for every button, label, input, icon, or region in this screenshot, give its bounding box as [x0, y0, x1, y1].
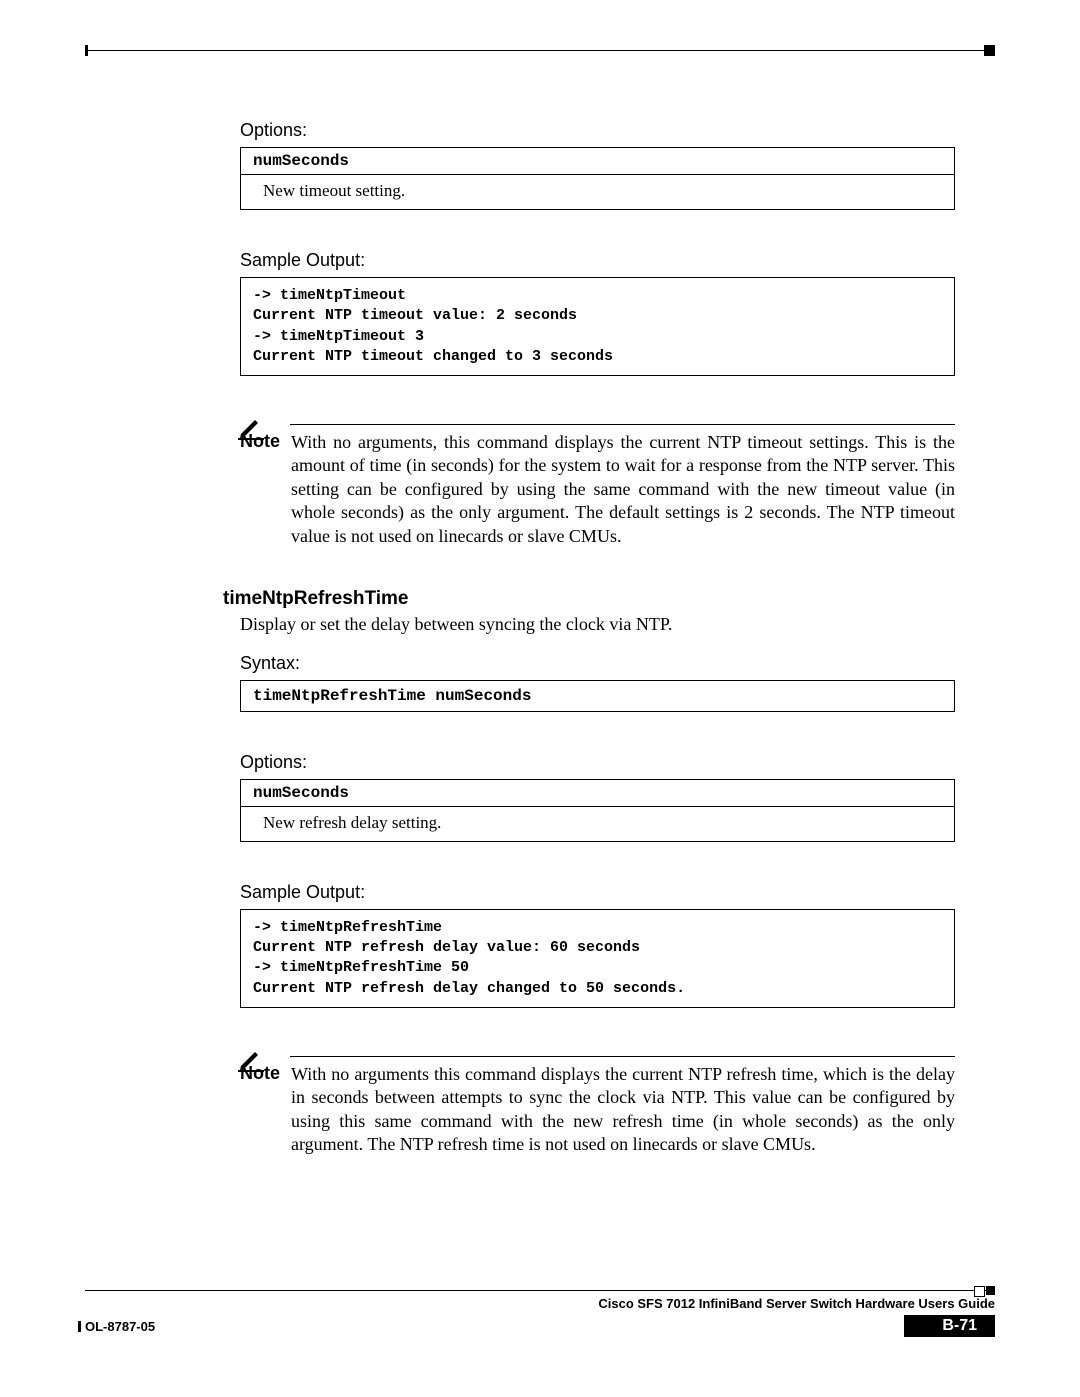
pencil-icon: [238, 1048, 264, 1072]
syntax-label: Syntax:: [240, 653, 955, 674]
page-number-badge: B-71: [904, 1315, 995, 1337]
note-block: Note With no arguments, this command dis…: [240, 424, 955, 548]
page-top-rule: [85, 50, 995, 51]
doc-id: OL-8787-05: [85, 1319, 155, 1334]
note-text: With no arguments, this command displays…: [291, 431, 955, 548]
options-table: numSeconds New timeout setting.: [240, 147, 955, 210]
syntax-box: timeNtpRefreshTime numSeconds: [240, 680, 955, 712]
pencil-icon: [238, 416, 264, 440]
note-text-2: With no arguments this command displays …: [291, 1063, 955, 1157]
note-label-2: Note: [240, 1063, 280, 1157]
sample-output-box: -> timeNtpTimeout Current NTP timeout va…: [240, 277, 955, 376]
sample-output-label: Sample Output:: [240, 250, 955, 271]
page-footer: Cisco SFS 7012 InfiniBand Server Switch …: [85, 1290, 995, 1337]
options-label: Options:: [240, 120, 955, 141]
command-heading: timeNtpRefreshTime: [223, 588, 955, 610]
footer-rule: [85, 1290, 995, 1291]
sample-output-label-2: Sample Output:: [240, 882, 955, 903]
options-label-2: Options:: [240, 752, 955, 773]
sample-output-box-2: -> timeNtpRefreshTime Current NTP refres…: [240, 909, 955, 1008]
option-description-2: New refresh delay setting.: [241, 807, 954, 841]
note-label: Note: [240, 431, 280, 548]
page-content: Options: numSeconds New timeout setting.…: [240, 120, 955, 1157]
options-table-2: numSeconds New refresh delay setting.: [240, 779, 955, 842]
option-name: numSeconds: [241, 148, 954, 175]
command-description: Display or set the delay between syncing…: [240, 614, 955, 635]
option-name-2: numSeconds: [241, 780, 954, 807]
note-block-2: Note With no arguments this command disp…: [240, 1056, 955, 1157]
footer-title: Cisco SFS 7012 InfiniBand Server Switch …: [85, 1296, 995, 1311]
option-description: New timeout setting.: [241, 175, 954, 209]
